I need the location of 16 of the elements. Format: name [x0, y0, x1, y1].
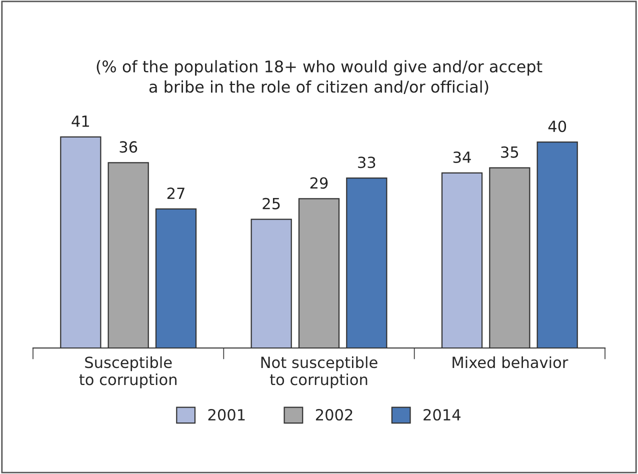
x-tick-label: Not susceptible to corruption — [261, 356, 378, 388]
chart-title: (% of the population 18+ who would give and/or accept a bribe in the role of citizen and/or official) — [96, 60, 542, 95]
legend-label: 2002 — [316, 408, 352, 421]
data-label: 25 — [262, 198, 280, 210]
data-label: 33 — [358, 156, 376, 168]
x-tick-label: Mixed behavior — [452, 356, 568, 368]
data-label: 40 — [548, 120, 566, 132]
data-label: 41 — [72, 116, 89, 127]
x-tick-label: Susceptible to corruption — [79, 356, 176, 388]
data-label: 29 — [310, 177, 328, 189]
data-label: 34 — [453, 151, 471, 164]
data-label: 36 — [120, 141, 138, 153]
legend-label: 2001 — [208, 408, 245, 421]
legend-label: 2014 — [424, 408, 460, 421]
data-label: 27 — [167, 188, 184, 199]
data-label: 35 — [501, 146, 518, 158]
